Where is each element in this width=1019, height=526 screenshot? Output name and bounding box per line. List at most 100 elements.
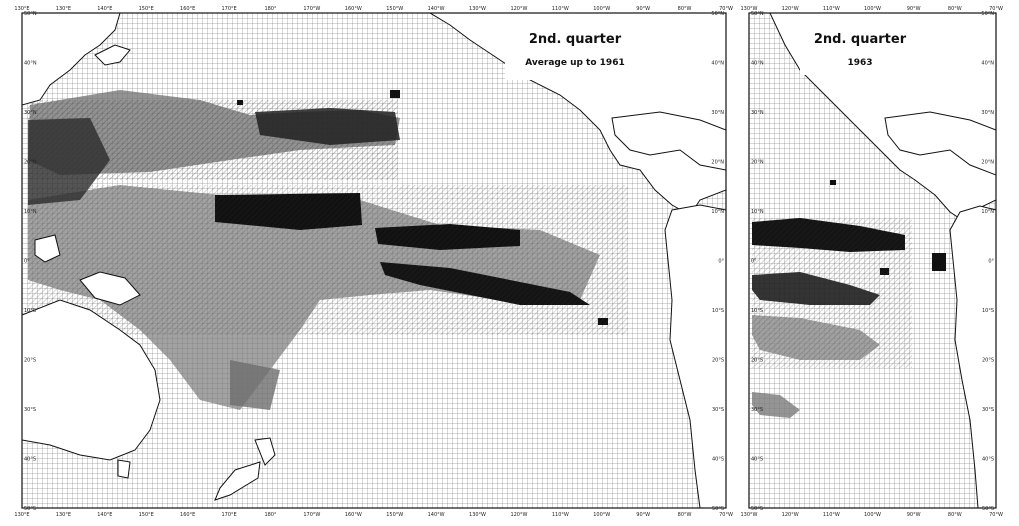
latitude-tick-label: 10°N <box>711 209 724 215</box>
latitude-tick-label: 10°N <box>751 209 764 215</box>
longitude-tick-label: 160°W <box>345 6 362 12</box>
latitude-tick-label: 50°S <box>751 506 763 512</box>
longitude-tick-label: 90°W <box>636 6 650 12</box>
panel-subtitle: 1963 <box>847 58 873 68</box>
latitude-tick-label: 50°N <box>24 11 37 17</box>
longitude-tick-label: 110°W <box>823 6 840 12</box>
longitude-tick-label: 140°W <box>428 512 445 518</box>
longitude-tick-label: 150°W <box>386 512 403 518</box>
longitude-tick-label: 120°W <box>510 6 527 12</box>
longitude-tick-label: 160°E <box>180 6 195 12</box>
longitude-tick-label: 90°W <box>907 6 921 12</box>
latitude-tick-label: 40°N <box>751 61 764 67</box>
longitude-tick-label: 120°W <box>510 512 527 518</box>
latitude-tick-label: 40°S <box>982 457 994 463</box>
panel-frame <box>748 12 997 509</box>
latitude-tick-label: 40°S <box>712 457 724 463</box>
longitude-tick-label: 70°W <box>989 512 1003 518</box>
latitude-tick-label: 20°N <box>711 160 724 166</box>
axis-ticks-left-panel: 130°E 130°E 140°E 150°E 160°E 170°E 180° 170°W 1… <box>14 6 733 518</box>
panel-title: 2nd. quarter <box>813 32 907 47</box>
latitude-tick-label: 10°S <box>751 308 763 314</box>
longitude-tick-label: 130°W <box>469 6 486 12</box>
longitude-tick-label: 160°E <box>180 512 195 518</box>
catch-rate-shading <box>752 180 946 418</box>
longitude-tick-label: 130°E <box>14 512 29 518</box>
panel-1963 <box>749 13 996 508</box>
latitude-tick-label: 40°S <box>751 457 763 463</box>
latitude-tick-label: 10°S <box>24 308 36 314</box>
longitude-tick-label: 130°E <box>56 6 71 12</box>
longitude-tick-label: 100°W <box>593 512 610 518</box>
latitude-tick-label: 50°S <box>982 506 994 512</box>
longitude-tick-label: 110°W <box>552 6 569 12</box>
longitude-tick-label: 80°W <box>948 512 962 518</box>
longitude-tick-label: 130°E <box>56 512 71 518</box>
latitude-tick-label: 30°N <box>711 110 724 116</box>
longitude-tick-label: 130°W <box>469 512 486 518</box>
longitude-tick-label: 150°E <box>139 512 154 518</box>
latitude-tick-label: 30°S <box>24 407 36 413</box>
latitude-tick-label: 20°N <box>751 160 764 166</box>
caption-box <box>505 20 645 80</box>
longitude-tick-label: 150°E <box>139 6 154 12</box>
latitude-tick-label: 20°S <box>24 358 36 364</box>
longitude-tick-label: 170°E <box>221 512 236 518</box>
latitude-tick-label: 50°N <box>711 11 724 17</box>
longitude-tick-label: 80°W <box>678 512 692 518</box>
longitude-tick-label: 120°W <box>782 512 799 518</box>
latitude-tick-label: 30°N <box>24 110 37 116</box>
latitude-tick-label: 30°N <box>751 110 764 116</box>
latitude-tick-label: 50°S <box>712 506 724 512</box>
longitude-tick-label: 130°W <box>741 512 758 518</box>
longitude-tick-label: 90°W <box>907 512 921 518</box>
longitude-tick-label: 130°W <box>741 6 758 12</box>
panel-average <box>22 13 726 508</box>
panel-subtitle: Average up to 1961 <box>525 58 625 68</box>
longitude-tick-label: 170°W <box>303 6 320 12</box>
caption-box <box>800 20 920 75</box>
latitude-tick-label: 20°S <box>712 358 724 364</box>
latitude-tick-label: 20°N <box>981 160 994 166</box>
land-masses <box>22 13 726 508</box>
longitude-tick-label: 180° <box>264 6 277 12</box>
longitude-tick-label: 160°W <box>345 512 362 518</box>
longitude-tick-label: 80°W <box>678 6 692 12</box>
catch-rate-shading <box>28 90 628 410</box>
longitude-tick-label: 140°E <box>97 6 112 12</box>
latitude-tick-label: 20°S <box>751 358 763 364</box>
longitude-tick-label: 170°E <box>221 6 236 12</box>
latitude-tick-label: 20°S <box>982 358 994 364</box>
latitude-tick-label: 10°S <box>982 308 994 314</box>
longitude-tick-label: 150°W <box>386 6 403 12</box>
latitude-tick-label: 30°N <box>981 110 994 116</box>
latitude-tick-label: 50°N <box>981 11 994 17</box>
longitude-tick-label: 100°W <box>864 512 881 518</box>
latitude-tick-label: 40°N <box>981 61 994 67</box>
longitude-tick-label: 120°W <box>782 6 799 12</box>
latitude-tick-label: 0° <box>24 259 30 265</box>
latitude-tick-label: 30°S <box>751 407 763 413</box>
longitude-tick-label: 70°W <box>719 6 733 12</box>
longitude-tick-label: 110°W <box>823 512 840 518</box>
longitude-tick-label: 130°E <box>14 6 29 12</box>
longitude-tick-label: 140°W <box>428 6 445 12</box>
longitude-tick-label: 140°E <box>97 512 112 518</box>
latitude-tick-label: 0° <box>718 259 724 265</box>
latitude-tick-label: 50°S <box>24 506 36 512</box>
longitude-tick-label: 170°W <box>303 512 320 518</box>
latitude-tick-label: 50°N <box>751 11 764 17</box>
longitude-tick-label: 180° <box>264 512 277 518</box>
longitude-tick-label: 70°W <box>719 512 733 518</box>
longitude-tick-label: 70°W <box>989 6 1003 12</box>
longitude-tick-label: 80°W <box>948 6 962 12</box>
axis-ticks-right-panel: 130°W 120°W 110°W 100°W 90°W 80°W 70°W 130°W 120… <box>741 6 1003 518</box>
latitude-tick-label: 10°N <box>981 209 994 215</box>
latitude-tick-label: 40°N <box>711 61 724 67</box>
latitude-tick-label: 20°N <box>24 160 37 166</box>
latitude-tick-label: 40°N <box>24 61 37 67</box>
latitude-tick-label: 30°S <box>712 407 724 413</box>
latitude-tick-label: 10°N <box>24 209 37 215</box>
